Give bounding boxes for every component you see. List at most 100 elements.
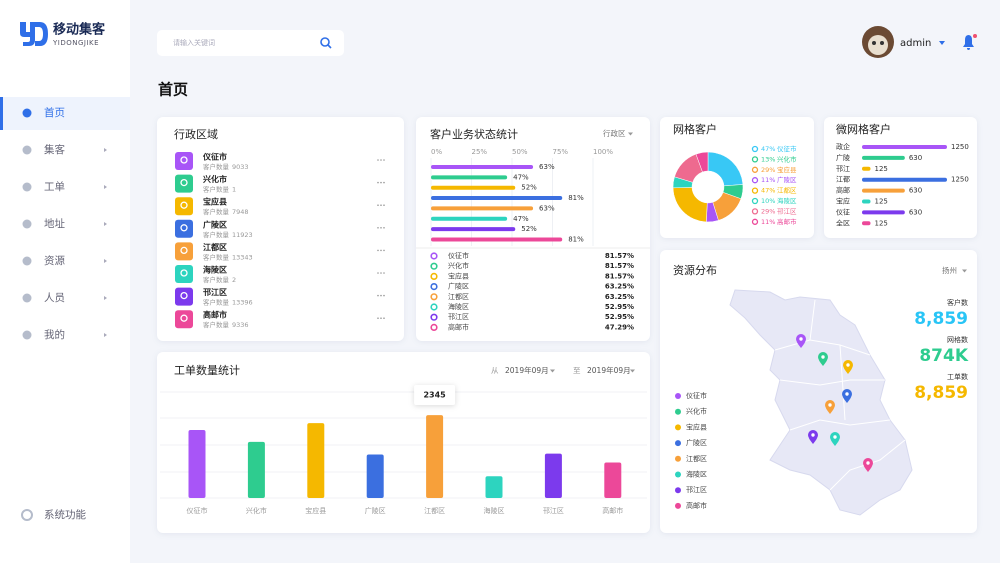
- more-dot[interactable]: [380, 159, 382, 161]
- user-name[interactable]: admin: [900, 38, 931, 49]
- dropdown[interactable]: 行政区: [603, 128, 626, 138]
- more-dot[interactable]: [380, 181, 382, 184]
- legend-marker: [430, 262, 438, 270]
- menu-item[interactable]: 集客: [44, 143, 65, 156]
- bar-label: 81%: [568, 194, 584, 202]
- legend-name: 海陵区: [777, 196, 797, 205]
- menu-icon[interactable]: [22, 293, 32, 303]
- legend-rate: 63.25%: [605, 293, 634, 301]
- bar: [431, 206, 534, 211]
- region-count: 客户数量 11923: [203, 230, 253, 239]
- menu-icon[interactable]: [22, 145, 32, 155]
- search-icon[interactable]: [320, 37, 332, 49]
- more-dot[interactable]: [383, 181, 385, 184]
- search-box[interactable]: [157, 30, 344, 56]
- region-name: 江都区: [203, 242, 227, 252]
- menu-icon[interactable]: [22, 108, 32, 118]
- menu-arrow[interactable]: [104, 259, 107, 263]
- region-icon-glyph: [180, 178, 188, 187]
- region-icon: [175, 152, 193, 170]
- map-pin-dot: [811, 433, 815, 437]
- search-placeholder: 请输入关键词: [173, 38, 215, 47]
- menu-arrow[interactable]: [104, 333, 107, 337]
- stat-value: 874K: [919, 346, 968, 366]
- more-dot[interactable]: [383, 159, 385, 161]
- menu-item[interactable]: 人员: [44, 292, 65, 304]
- more-dot[interactable]: [380, 317, 382, 320]
- map-pin[interactable]: [825, 400, 835, 414]
- filter-to[interactable]: 2019年09月: [587, 365, 631, 375]
- bar: [544, 453, 562, 498]
- map-pin[interactable]: [830, 432, 840, 446]
- menu-arrow[interactable]: [104, 222, 107, 226]
- more-dot[interactable]: [380, 249, 382, 252]
- map-pin[interactable]: [808, 430, 818, 444]
- bar-label: 1250: [951, 143, 969, 151]
- bar-label: 47%: [513, 215, 529, 223]
- filter-label: 至: [573, 366, 581, 375]
- menu-item[interactable]: 首页: [44, 106, 65, 119]
- menu-item[interactable]: 工单: [44, 181, 65, 193]
- more-dot[interactable]: [383, 272, 385, 274]
- more-dot[interactable]: [380, 294, 382, 297]
- menu-icon[interactable]: [22, 182, 32, 192]
- more-dot[interactable]: [380, 204, 382, 206]
- menu-icon[interactable]: [22, 219, 32, 229]
- legend-name: 兴化市: [777, 154, 797, 163]
- region-name: 海陵区: [203, 265, 227, 275]
- more-dot[interactable]: [377, 294, 379, 297]
- region-icon: [175, 197, 193, 216]
- map-pin[interactable]: [818, 352, 828, 366]
- legend-marker: [430, 303, 438, 311]
- menu-item[interactable]: 地址: [44, 217, 65, 230]
- more-dot[interactable]: [377, 317, 379, 320]
- legend-rate: 81.57%: [605, 262, 634, 270]
- more-dot[interactable]: [380, 272, 382, 274]
- bar-label: 125: [875, 219, 888, 227]
- bell-icon[interactable]: [963, 34, 977, 50]
- filter-from[interactable]: 2019年09月: [505, 365, 549, 375]
- dropdown-caret[interactable]: [630, 369, 635, 373]
- more-dot[interactable]: [377, 272, 379, 274]
- map-pin[interactable]: [842, 389, 852, 403]
- bar: [307, 423, 325, 498]
- map-pin[interactable]: [863, 458, 873, 472]
- more-dot[interactable]: [380, 227, 382, 229]
- more-dot[interactable]: [377, 159, 379, 161]
- more-dot[interactable]: [383, 294, 385, 297]
- dropdown-caret[interactable]: [550, 369, 555, 373]
- more-dot[interactable]: [377, 227, 379, 229]
- menu-footer[interactable]: 系统功能: [44, 508, 86, 521]
- menu-icon[interactable]: [22, 330, 32, 340]
- menu-arrow[interactable]: [104, 185, 107, 189]
- map-pin[interactable]: [796, 334, 806, 348]
- dropdown-caret[interactable]: [628, 132, 633, 136]
- menu-arrow[interactable]: [104, 148, 107, 152]
- settings-icon[interactable]: [21, 509, 33, 521]
- menu-item[interactable]: 资源: [44, 254, 65, 267]
- legend-marker: [675, 408, 681, 415]
- bar-label: 630: [909, 187, 922, 195]
- more-dot[interactable]: [383, 317, 385, 320]
- menu-item[interactable]: 我的: [44, 328, 65, 341]
- avatar[interactable]: [862, 26, 894, 58]
- dropdown-caret[interactable]: [962, 269, 967, 273]
- menu-icon[interactable]: [22, 256, 32, 266]
- more-dot[interactable]: [383, 204, 385, 206]
- menu-arrow[interactable]: [104, 296, 107, 300]
- map-pin-dot: [821, 355, 825, 359]
- more-dot[interactable]: [377, 181, 379, 184]
- more-dot[interactable]: [377, 204, 379, 206]
- user-caret[interactable]: [939, 41, 945, 45]
- stat-value: 8,859: [914, 383, 968, 403]
- legend-value: 11%: [761, 218, 775, 226]
- more-dot[interactable]: [383, 227, 385, 229]
- dropdown[interactable]: 扬州: [942, 265, 957, 275]
- x-tick-label: 50%: [512, 148, 528, 156]
- more-dot[interactable]: [377, 249, 379, 252]
- map-pin[interactable]: [843, 360, 853, 374]
- more-dot[interactable]: [383, 249, 385, 252]
- legend-marker: [751, 145, 759, 153]
- brand-subtitle: YIDONGJIKE: [52, 39, 99, 47]
